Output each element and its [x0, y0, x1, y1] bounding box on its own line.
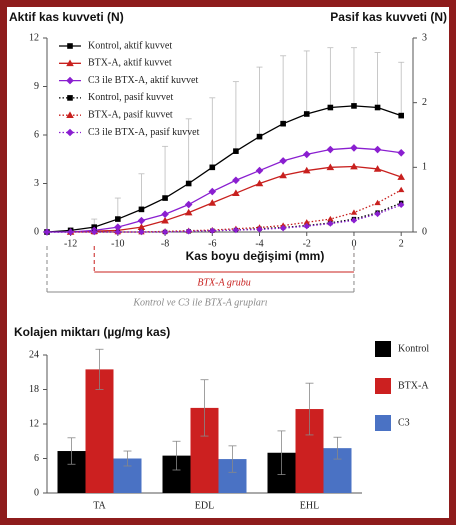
data-point: [233, 148, 239, 154]
legend-label: C3 ile BTX-A, aktif kuvvet: [88, 75, 198, 86]
legend-label: C3: [398, 417, 410, 428]
legend-marker: [67, 95, 73, 101]
annotation: Kontrol ve C3 ile BTX-A grupları: [132, 297, 267, 308]
legend-swatch: [375, 341, 391, 357]
y-tick-label: 0: [34, 226, 39, 237]
x-tick-label: EHL: [300, 500, 319, 511]
y-tick-label: 12: [29, 418, 39, 429]
data-point: [304, 111, 310, 117]
x-tick-label: -8: [161, 238, 169, 249]
y2-axis-label: Pasif kas kuvveti (N): [330, 10, 447, 24]
y-tick-label: 6: [34, 453, 39, 464]
y-tick-label: 24: [29, 349, 39, 360]
x-tick-label: EDL: [195, 500, 214, 511]
figure: Aktif kas kuvveti (N) Pasif kas kuvveti …: [0, 0, 456, 525]
legend-marker: [67, 43, 73, 49]
data-point: [162, 195, 168, 201]
annotation: BTX-A grubu: [197, 277, 250, 288]
data-point: [398, 113, 404, 119]
y-axis-label: Aktif kas kuvveti (N): [9, 10, 124, 24]
y-tick-label: 18: [29, 384, 39, 395]
legend-swatch: [375, 415, 391, 431]
legend-label: Kontrol, aktif kuvvet: [88, 40, 172, 51]
x-tick-label: -12: [64, 238, 77, 249]
legend-swatch: [375, 378, 391, 394]
y-tick-label: 0: [34, 487, 39, 498]
data-point: [257, 134, 263, 140]
data-point: [209, 165, 215, 171]
y2-tick-label: 0: [422, 226, 427, 237]
x-axis-label: Kas boyu değişimi (mm): [186, 249, 325, 263]
data-point: [115, 216, 121, 222]
y2-tick-label: 1: [422, 162, 427, 173]
data-point: [186, 181, 192, 187]
x-tick-label: -10: [111, 238, 124, 249]
x-tick-label: -2: [303, 238, 311, 249]
legend-label: BTX-A: [398, 380, 429, 391]
y-tick-label: 3: [34, 178, 39, 189]
data-point: [139, 207, 145, 213]
x-tick-label: -6: [208, 238, 216, 249]
legend-label: C3 ile BTX-A, pasif kuvvet: [88, 127, 200, 138]
x-tick-label: 2: [399, 238, 404, 249]
data-point: [351, 103, 357, 109]
legend-label: Kontrol, pasif kuvvet: [88, 92, 173, 103]
data-point: [280, 121, 286, 127]
y-tick-label: 9: [34, 81, 39, 92]
data-point: [375, 105, 381, 111]
chart-title: Kolajen miktarı (µg/mg kas): [14, 325, 170, 339]
legend-label: Kontrol: [398, 343, 429, 354]
x-tick-label: -4: [255, 238, 263, 249]
y2-tick-label: 2: [422, 97, 427, 108]
legend-label: BTX-A, aktif kuvvet: [88, 58, 172, 69]
data-point: [328, 105, 334, 111]
x-tick-label: TA: [93, 500, 106, 511]
y-tick-label: 6: [34, 129, 39, 140]
y2-tick-label: 3: [422, 32, 427, 43]
y-tick-label: 12: [29, 32, 39, 43]
legend-label: BTX-A, pasif kuvvet: [88, 109, 173, 120]
